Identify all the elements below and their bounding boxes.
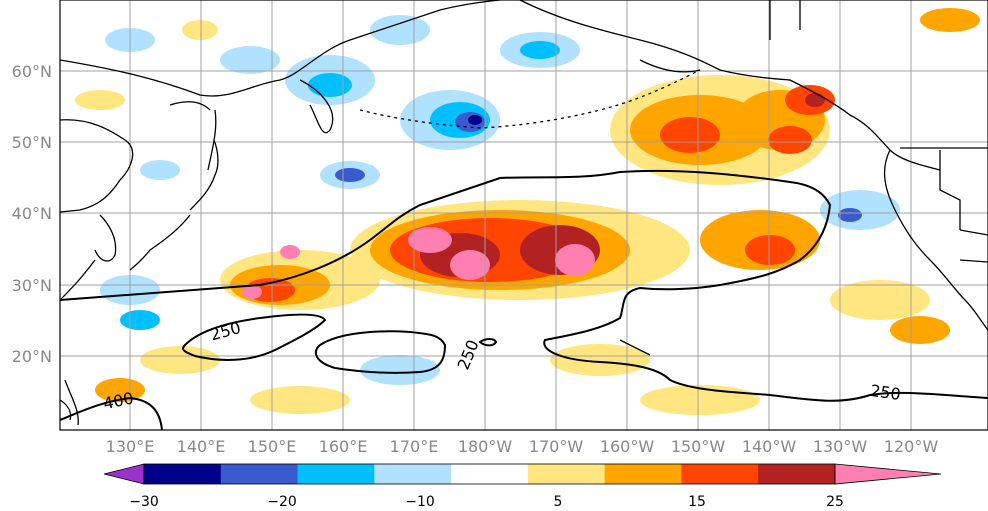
- colorbar-extend-high: [834, 463, 942, 485]
- coastlines: [60, 0, 988, 426]
- lat-tick-20n: 20°N: [12, 347, 52, 366]
- lon-tick-170e: 170°E: [390, 437, 439, 456]
- lat-tick-60n: 60°N: [12, 62, 52, 81]
- colorbar-segment: [527, 464, 606, 484]
- colorbar: [103, 463, 942, 485]
- colorbar-tick-15: 15: [688, 494, 706, 510]
- colorbar-segment: [758, 464, 836, 484]
- gridlines: [60, 0, 988, 430]
- colorbar-segment: [374, 464, 452, 484]
- colorbar-tick-minus10: −10: [405, 494, 435, 510]
- colorbar-tick-5: 5: [554, 494, 563, 510]
- lon-tick-170w: 170°W: [529, 437, 584, 456]
- colorbar-segment: [451, 464, 529, 484]
- colorbar-extend-low: [103, 463, 145, 485]
- colorbar-segment: [297, 464, 375, 484]
- lat-tick-30n: 30°N: [12, 276, 52, 295]
- contour-lines: [60, 169, 988, 430]
- lon-tick-labels: 130°E 140°E 150°E 160°E 170°E 180°W 170°…: [106, 437, 939, 456]
- colorbar-segment: [681, 464, 759, 484]
- colorbar-tick-labels: −30 −20 −10 5 15 25: [129, 494, 844, 510]
- lat-tick-50n: 50°N: [12, 133, 52, 152]
- lon-tick-130e: 130°E: [106, 437, 155, 456]
- lon-tick-130w: 130°W: [813, 437, 868, 456]
- contour-label-250-east: 250: [869, 381, 902, 404]
- colorbar-tick-minus30: −30: [129, 494, 159, 510]
- lon-tick-180w: 180°W: [458, 437, 513, 456]
- lon-tick-150e: 150°E: [248, 437, 297, 456]
- colorbar-tick-25: 25: [826, 494, 844, 510]
- lat-tick-labels: 60°N 50°N 40°N 30°N 20°N: [12, 62, 52, 366]
- lon-tick-160e: 160°E: [319, 437, 368, 456]
- colorbar-segment: [220, 464, 299, 484]
- lon-tick-140w: 140°W: [742, 437, 797, 456]
- colorbar-outline: [143, 463, 836, 485]
- lon-tick-140e: 140°E: [177, 437, 226, 456]
- lat-tick-40n: 40°N: [12, 204, 52, 223]
- lon-tick-120w: 120°W: [884, 437, 939, 456]
- colorbar-segment: [604, 464, 682, 484]
- colorbar-segment: [144, 464, 222, 484]
- colorbar-tick-minus20: −20: [267, 494, 297, 510]
- lon-tick-150w: 150°W: [671, 437, 726, 456]
- lon-tick-160w: 160°W: [600, 437, 655, 456]
- contour-labels: 250 250 250 400: [102, 318, 902, 413]
